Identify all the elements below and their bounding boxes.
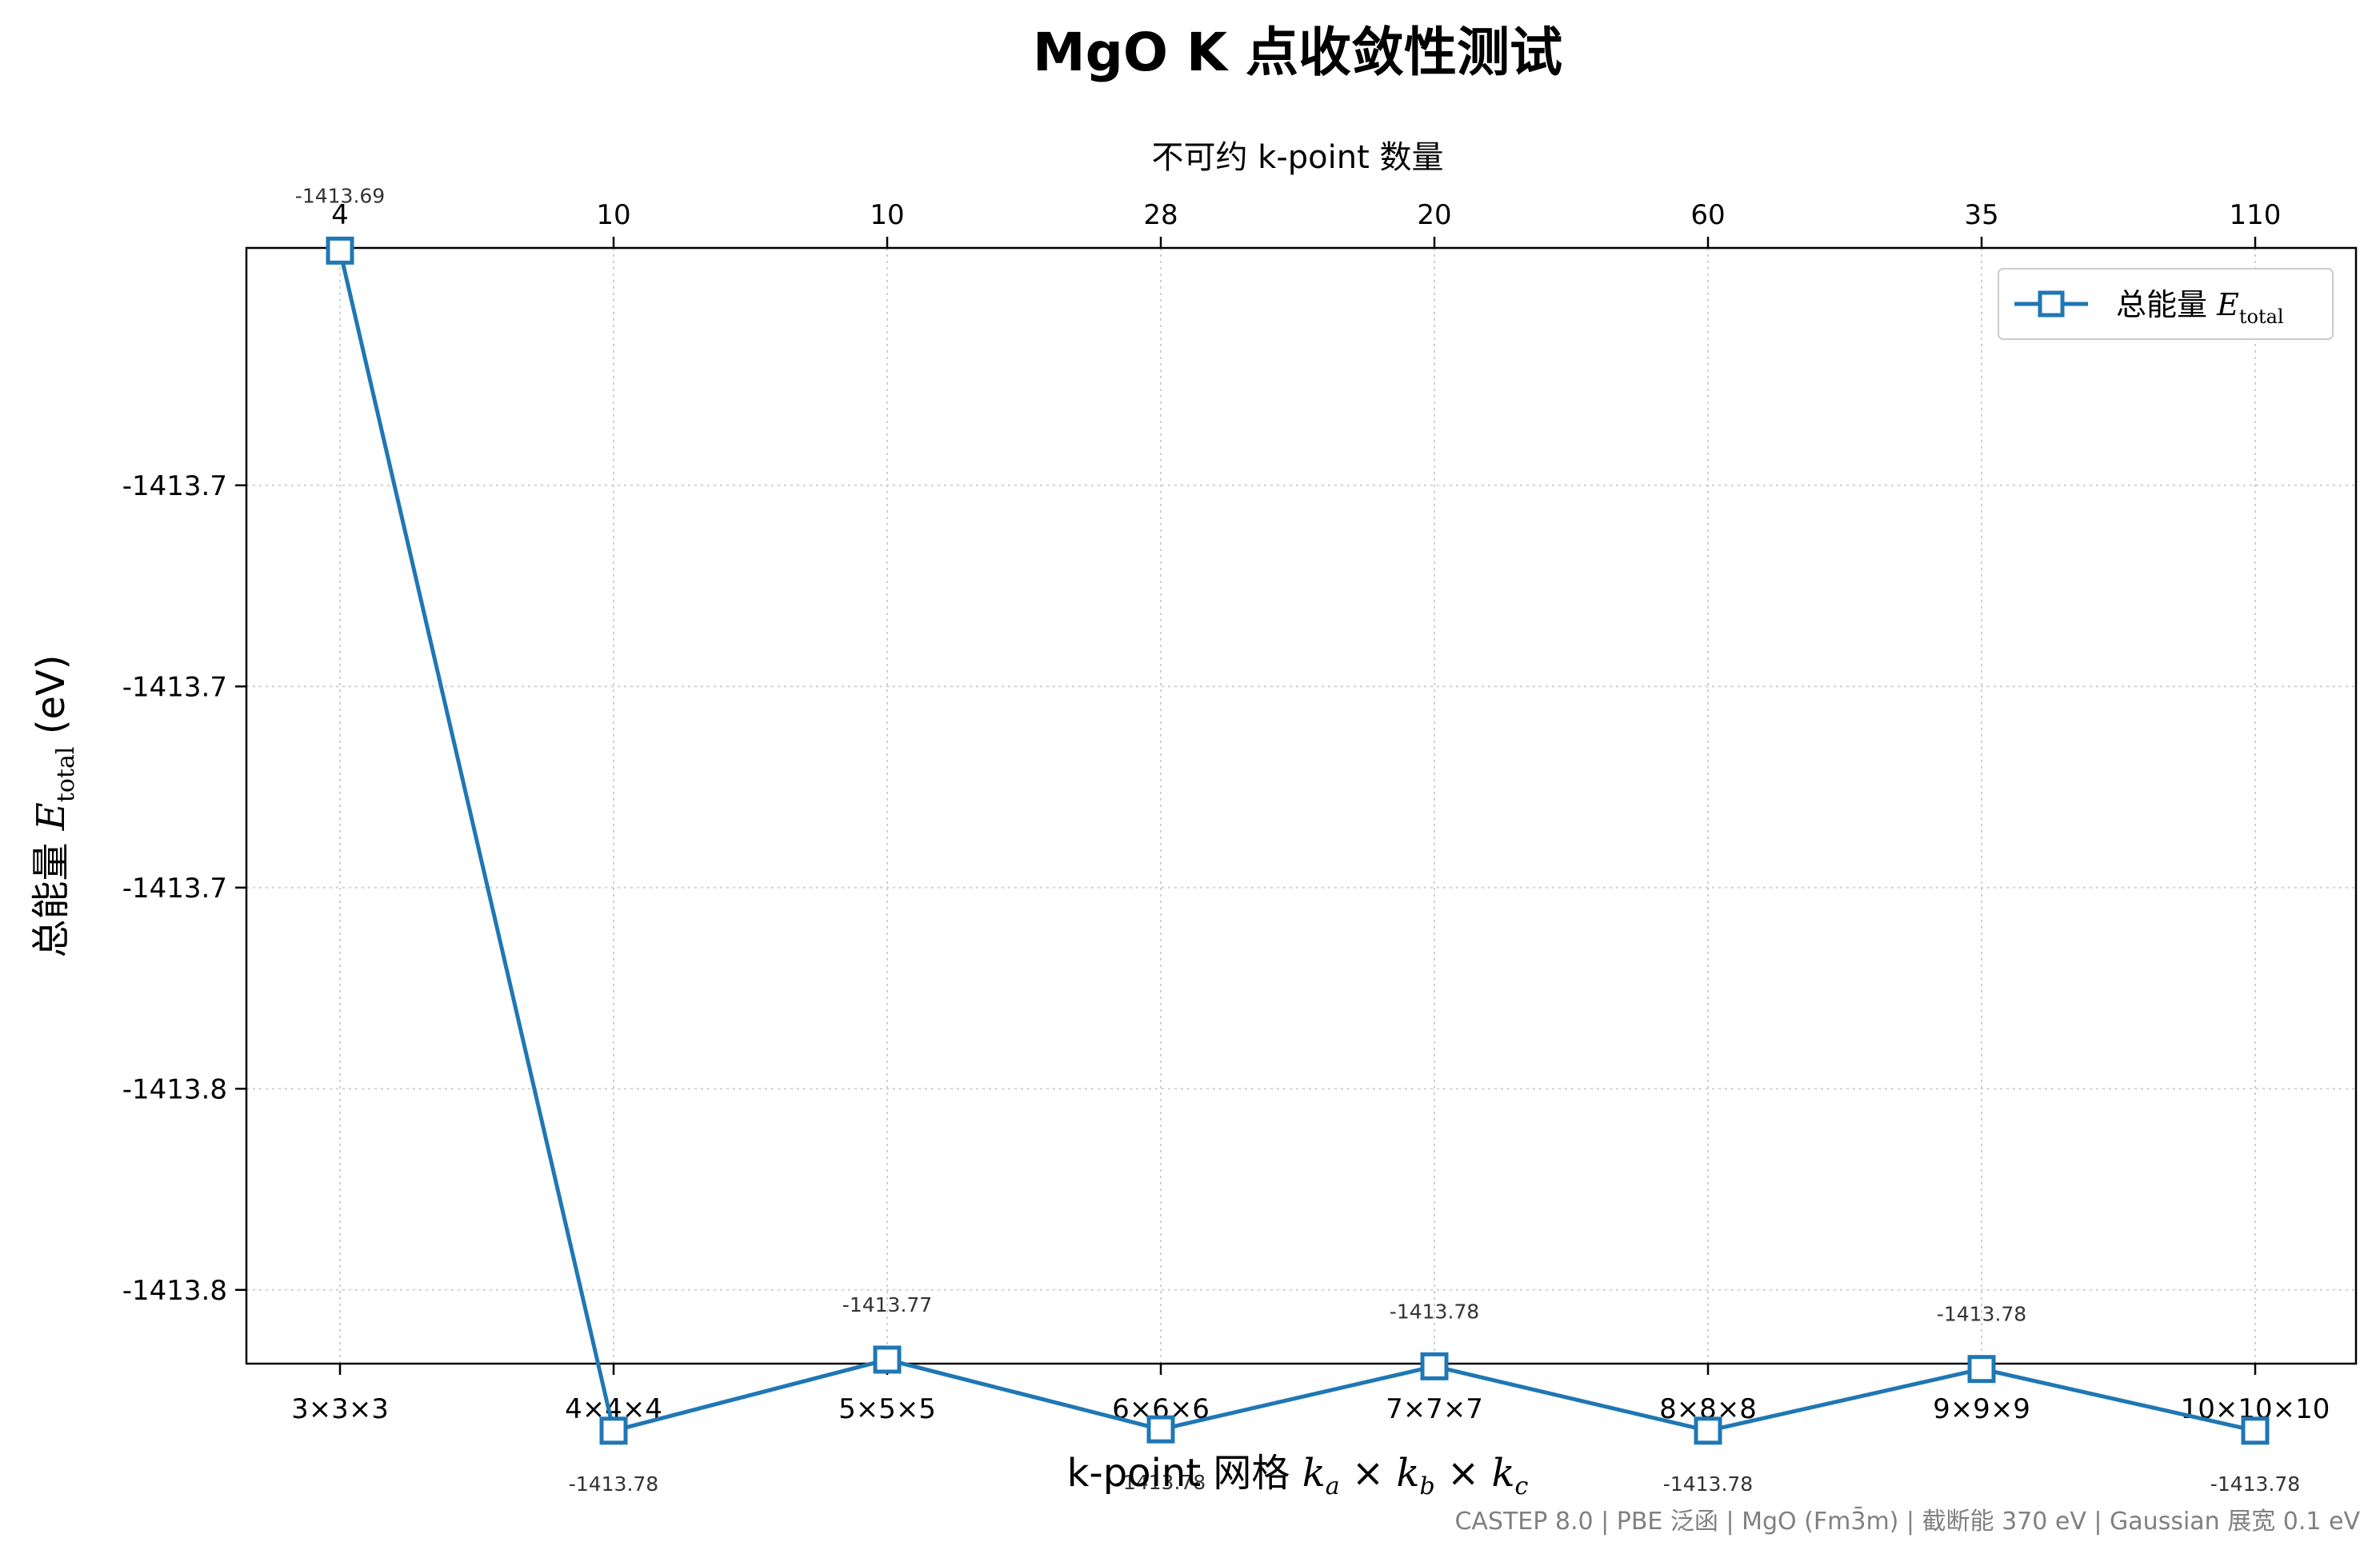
legend-entry-label: 总能量 Etotal — [2116, 287, 2284, 328]
plot-frame — [245, 246, 2358, 1365]
top-x-tick-label: 10 — [596, 199, 630, 231]
data-point-label: -1413.78 — [1116, 1471, 1206, 1494]
top-x-tick-label: 10 — [870, 199, 904, 231]
y-tick-label: -1413.7 — [122, 873, 227, 905]
top-x-tick-label: 4 — [331, 199, 349, 231]
data-point-label: -1413.78 — [1937, 1303, 2026, 1326]
chart-title: MgO K 点收敛性测试 — [1033, 22, 1562, 83]
series-layer: -1413.69 -1413.78 -1413.77 -1413.78 -1413.78… — [295, 184, 2300, 1495]
top-x-tick-label: 28 — [1143, 199, 1178, 231]
legend-box — [1998, 268, 2334, 340]
data-point-label: -1413.78 — [569, 1472, 658, 1496]
data-point-marker — [1694, 1416, 1722, 1445]
y-axis-label: 总能量 Etotal (eV) — [29, 654, 80, 957]
x-tick-label: 9×9×9 — [1933, 1393, 2030, 1425]
top-x-tick-label: 20 — [1417, 199, 1451, 231]
data-point-label: -1413.78 — [1663, 1472, 1753, 1496]
footer-note: CASTEP 8.0 | PBE 泛函 | MgO (Fm3̄m) | 截断能 … — [1454, 1507, 2360, 1536]
y-tick-label: -1413.7 — [122, 470, 227, 502]
top-axis-label: 不可约 k-point 数量 — [1151, 139, 1443, 176]
data-point-marker — [2241, 1416, 2270, 1445]
data-point-label: -1413.69 — [295, 184, 385, 207]
legend-marker — [2038, 290, 2065, 318]
data-point-marker — [1420, 1352, 1449, 1380]
data-point-marker — [326, 236, 354, 265]
data-point-marker — [873, 1345, 902, 1374]
top-x-tick-label: 60 — [1690, 199, 1725, 231]
x-tick-label: 7×7×7 — [1386, 1393, 1483, 1425]
data-point-marker — [599, 1416, 628, 1445]
data-point-label: -1413.78 — [2210, 1472, 2300, 1496]
grid-lines — [246, 248, 2356, 1364]
x-axis-label: k-point 网格 ka × kb × kc — [1067, 1451, 1529, 1500]
y-tick-label: -1413.8 — [122, 1275, 227, 1307]
y-tick-label: -1413.7 — [122, 671, 227, 703]
data-point-label: -1413.78 — [1390, 1300, 1479, 1323]
data-point-label: -1413.77 — [842, 1293, 932, 1316]
top-x-tick-label: 110 — [2230, 199, 2282, 231]
legend: 总能量 Etotal — [1998, 268, 2334, 340]
x-tick-label: 5×5×5 — [838, 1393, 936, 1425]
series-line — [338, 250, 2256, 1433]
top-x-tick-label: 35 — [1964, 199, 1998, 231]
axis-ticks: 3×3×344×4×4105×5×5106×6×6287×7×7208×8×86… — [122, 199, 2330, 1425]
y-tick-label: -1413.8 — [122, 1073, 227, 1105]
data-point-marker — [1967, 1355, 1996, 1384]
x-tick-label: 3×3×3 — [291, 1393, 389, 1425]
data-point-marker — [1146, 1415, 1175, 1444]
